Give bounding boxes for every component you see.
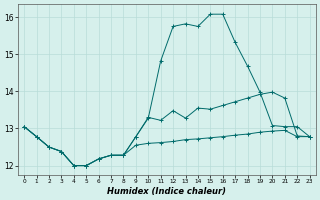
X-axis label: Humidex (Indice chaleur): Humidex (Indice chaleur) <box>108 187 226 196</box>
